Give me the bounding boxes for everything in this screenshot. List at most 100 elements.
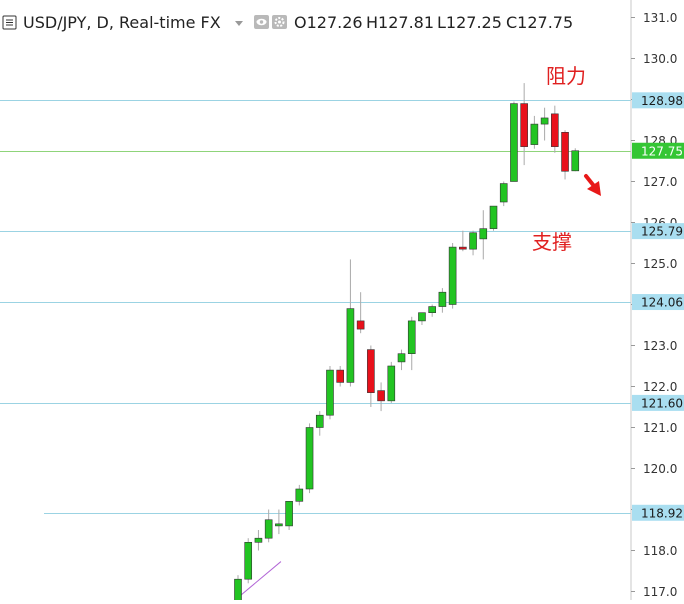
eye-icon[interactable] [254, 15, 269, 29]
candle-body [530, 123, 539, 145]
horizontal-levels [0, 100, 631, 514]
candle-26[interactable] [499, 181, 508, 207]
candle-body [540, 117, 549, 125]
candle-6[interactable] [295, 484, 304, 506]
candle-11[interactable] [346, 259, 355, 387]
support-label: 支撑 [532, 230, 572, 254]
level-label-text: 125.79 [641, 225, 683, 239]
chevron-down-icon[interactable] [235, 21, 243, 26]
candle-2[interactable] [254, 530, 263, 551]
candle-body [479, 228, 488, 240]
candle-body [254, 537, 263, 543]
candle-body [346, 308, 355, 383]
candle-16[interactable] [397, 349, 406, 371]
candle-28[interactable] [520, 83, 528, 166]
candle-body [510, 103, 518, 182]
low-value: L127.25 [437, 13, 502, 32]
candle-32[interactable] [561, 130, 569, 180]
close-value: C127.75 [506, 13, 573, 32]
candle-10[interactable] [336, 366, 345, 387]
candle-body [520, 103, 528, 147]
axis-tick-label: 117.0 [643, 585, 677, 599]
axis-tick-label: 118.0 [643, 544, 677, 558]
candle-13[interactable] [367, 345, 375, 408]
hamburger-menu-icon[interactable] [2, 15, 17, 30]
level-label-4: 118.92 [632, 504, 684, 521]
candle-33[interactable] [571, 148, 580, 172]
candles [234, 83, 580, 604]
candle-17[interactable] [407, 316, 416, 371]
candle-27[interactable] [510, 101, 518, 182]
candle-body [336, 369, 345, 383]
candle-24[interactable] [479, 210, 488, 260]
candle-body [448, 246, 457, 305]
candle-body [469, 232, 477, 250]
axis-tick-label: 125.0 [643, 257, 677, 271]
candle-body [285, 500, 293, 527]
candle-body [315, 414, 324, 428]
candle-body [377, 390, 385, 402]
candle-9[interactable] [326, 366, 334, 420]
candle-body [295, 488, 304, 502]
level-label-1: 125.79 [632, 223, 684, 240]
current-price-label: 127.75 [632, 142, 684, 159]
axis-tick-label: 121.0 [643, 421, 677, 435]
candle-body [418, 312, 426, 322]
candle-body [438, 291, 447, 307]
level-label-text: 128.98 [641, 94, 683, 108]
candle-20[interactable] [438, 288, 447, 313]
candle-body [387, 365, 396, 402]
candle-body [244, 541, 253, 580]
candle-0[interactable] [234, 575, 242, 604]
resistance-label: 阻力 [546, 64, 586, 88]
candle-body [489, 205, 498, 229]
candle-body [356, 320, 365, 330]
candle-12[interactable] [356, 292, 365, 334]
candle-14[interactable] [377, 382, 385, 412]
candle-15[interactable] [387, 361, 396, 403]
level-label-3: 121.60 [632, 394, 684, 411]
candle-22[interactable] [459, 230, 467, 252]
gear-icon[interactable] [272, 15, 287, 29]
candle-7[interactable] [305, 423, 314, 494]
level-label-0: 128.98 [632, 92, 684, 109]
candle-body [407, 320, 416, 354]
level-price-labels: 128.98 125.79 124.06 121.60 118.92 127.75 [632, 92, 684, 521]
axis-tick-label: 127.0 [643, 175, 677, 189]
candle-19[interactable] [428, 304, 436, 317]
candle-25[interactable] [489, 205, 498, 231]
axis-tick-label: 130.0 [643, 52, 677, 66]
down-right-arrow-icon [584, 174, 601, 196]
candle-1[interactable] [244, 538, 253, 584]
candle-5[interactable] [285, 500, 293, 530]
trendline[interactable] [234, 561, 282, 601]
level-label-text: 124.06 [641, 296, 683, 310]
candle-18[interactable] [418, 312, 426, 325]
candle-body [561, 132, 569, 172]
candle-23[interactable] [469, 230, 477, 256]
current-price-label-text: 127.75 [641, 144, 683, 158]
candle-30[interactable] [540, 107, 549, 141]
candle-body [397, 353, 406, 363]
trendline-group [234, 561, 282, 601]
candle-body [264, 519, 273, 539]
candle-3[interactable] [264, 509, 273, 543]
candle-body [551, 113, 559, 147]
symbol-title[interactable]: USD/JPY, D, Real-time FX [23, 13, 221, 32]
level-label-text: 118.92 [641, 506, 683, 520]
open-value: O127.26 [294, 13, 363, 32]
candle-body [275, 523, 283, 527]
candle-body [326, 369, 334, 416]
candle-4[interactable] [275, 509, 283, 535]
candle-body [459, 246, 467, 250]
candle-31[interactable] [551, 105, 559, 153]
candle-body [367, 349, 375, 393]
candle-29[interactable] [530, 115, 539, 149]
candle-21[interactable] [448, 243, 457, 309]
candle-body [234, 578, 242, 604]
candle-8[interactable] [315, 411, 324, 436]
legend-header: USD/JPY, D, Real-time FX O127.26 H127.81… [2, 13, 573, 32]
high-value: H127.81 [366, 13, 434, 32]
axis-tick-label: 131.0 [643, 11, 677, 25]
